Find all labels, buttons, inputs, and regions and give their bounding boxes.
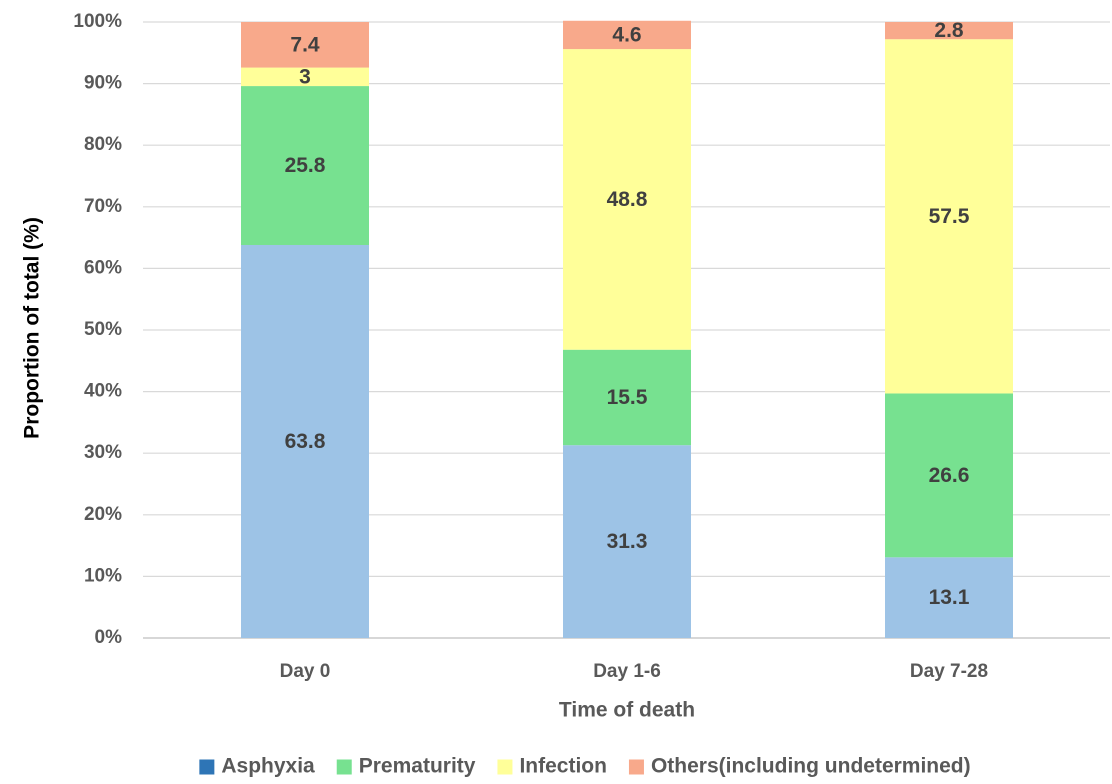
bar-segment-infection: [241, 67, 369, 87]
data-label: 15.5: [607, 386, 648, 409]
legend: Asphyxia Prematurity Infection Others(inclu…: [199, 755, 971, 778]
y-tick-label: 100%: [73, 11, 122, 32]
x-axis-categories: Day 0 Day 1-6 Day 7-28: [280, 661, 988, 682]
x-axis-title: Time of death: [559, 699, 695, 722]
y-axis-title: Proportion of total (%): [21, 217, 44, 439]
y-tick-label: 90%: [84, 73, 122, 94]
data-label: 4.6: [612, 23, 641, 46]
bar-segment-asphyxia: [563, 445, 691, 638]
y-axis-ticks: 0% 10% 20% 30% 40% 50% 60% 70% 80% 90% 100%: [73, 11, 122, 648]
legend-swatch: [336, 759, 352, 775]
bar-segment-prematurity: [563, 349, 691, 446]
y-tick-label: 70%: [84, 196, 122, 217]
y-tick-label: 40%: [84, 381, 122, 402]
y-tick-label: 50%: [84, 319, 122, 340]
data-label: 26.6: [929, 464, 970, 487]
bar-segment-asphyxia: [241, 244, 369, 638]
bar-segment-infection: [563, 49, 691, 350]
data-labels: 63.8 25.8 3 7.4 31.3 15.5 48.8 4.6 13.1 26.6 57.5 2…: [285, 19, 970, 609]
legend-label: Infection: [519, 755, 607, 778]
bar-segment-prematurity: [241, 86, 369, 245]
x-category-label: Day 7-28: [910, 661, 988, 682]
legend-swatch: [199, 759, 215, 775]
data-label: 57.5: [929, 205, 970, 228]
data-label: 7.4: [290, 33, 320, 56]
x-category-label: Day 0: [280, 661, 331, 682]
bar-segment-others-including-undetermined: [241, 22, 369, 68]
data-label: 63.8: [285, 430, 326, 453]
data-label: 48.8: [607, 188, 648, 211]
y-tick-label: 0%: [95, 627, 123, 648]
y-tick-label: 20%: [84, 504, 122, 525]
legend-label: Others(including undetermined): [651, 755, 971, 778]
bar-segment-infection: [885, 39, 1013, 394]
legend-label: Prematurity: [359, 755, 476, 778]
data-label: 25.8: [285, 154, 326, 177]
data-label: 13.1: [929, 586, 970, 609]
y-tick-label: 60%: [84, 257, 122, 278]
legend-swatch: [628, 759, 644, 775]
legend-swatch: [497, 759, 513, 775]
y-tick-label: 80%: [84, 134, 122, 155]
bar-segment-prematurity: [885, 393, 1013, 558]
y-tick-label: 30%: [84, 442, 122, 463]
data-label: 31.3: [607, 530, 648, 553]
x-category-label: Day 1-6: [593, 661, 661, 682]
bar-segment-asphyxia: [885, 557, 1013, 638]
y-tick-label: 10%: [84, 565, 122, 586]
data-label: 3: [299, 65, 311, 88]
bar-stacks: [241, 20, 1013, 638]
data-label: 2.8: [934, 19, 964, 42]
bar-segment-others-including-undetermined: [885, 22, 1013, 40]
bar-segment-others-including-undetermined: [563, 20, 691, 50]
legend-label: Asphyxia: [221, 755, 315, 778]
